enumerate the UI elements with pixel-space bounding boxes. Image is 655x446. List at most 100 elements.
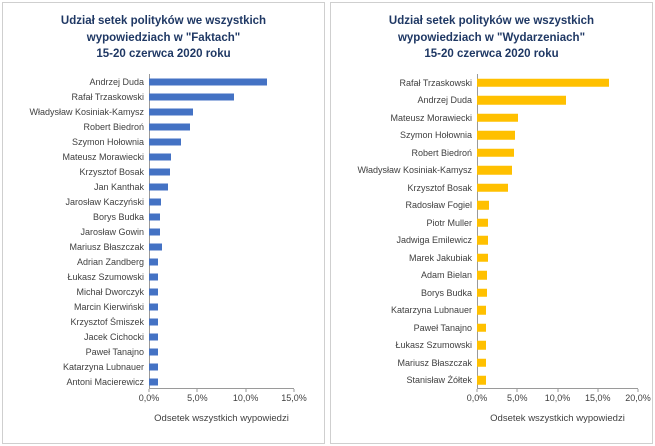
x-tick-mark (476, 389, 478, 393)
category-label: Mariusz Błaszczak (69, 241, 144, 252)
category-label: Borys Budka (420, 287, 472, 298)
category-label: Jacek Cichocki (83, 331, 144, 342)
chart-panel-wydarzenia: Udział setek polityków we wszystkich wyp… (330, 2, 653, 444)
bar-row: Robert Biedroń (7, 119, 294, 134)
bar-row: Stanisław Żółtek (335, 372, 638, 390)
bar (149, 288, 158, 296)
x-tick-mark (637, 389, 639, 393)
bar (149, 198, 161, 206)
bar-row: Piotr Muller (335, 214, 638, 232)
bar-row: Mariusz Błaszczak (335, 354, 638, 372)
bar (477, 166, 513, 175)
bar (149, 228, 160, 236)
bar-row: Łukasz Szumowski (335, 337, 638, 355)
bar-cell (477, 144, 638, 162)
category-label: Jadwiga Emilewicz (396, 235, 472, 246)
category-label: Jarosław Kaczyński (65, 196, 144, 207)
bar (477, 78, 610, 88)
bar-row: Mateusz Morawiecki (7, 149, 294, 164)
category-label: Robert Biedroń (83, 121, 144, 132)
bar-cell (149, 314, 294, 329)
category-label: Robert Biedroń (411, 147, 472, 158)
bar-row: Robert Biedroń (335, 144, 638, 162)
bar (149, 108, 193, 116)
bar (477, 253, 489, 263)
bar-row: Władysław Kosiniak-Kamysz (335, 162, 638, 180)
x-tick-mark (557, 389, 558, 393)
x-tick-label: 10,0% (544, 393, 571, 404)
category-label: Krzysztof Śmiszek (70, 316, 144, 327)
bar-row: Radosław Fogiel (335, 197, 638, 215)
bar-cell (149, 194, 294, 209)
category-label: Marek Jakubiak (408, 252, 472, 263)
category-label: Katarzyna Lubnauer (390, 305, 472, 316)
bar-row: Łukasz Szumowski (7, 269, 294, 284)
bar (149, 78, 267, 86)
bar (149, 318, 158, 326)
category-label: Łukasz Szumowski (67, 271, 144, 282)
bar-row: Rafał Trzaskowski (335, 74, 638, 92)
bar-cell (477, 232, 638, 250)
plot-area: Rafał Trzaskowski Andrzej Duda Mateusz Mor… (335, 74, 651, 437)
bars-area: Rafał Trzaskowski Andrzej Duda Mateusz Mor… (335, 74, 638, 390)
x-tick-label: 10,0% (232, 393, 259, 404)
bar (477, 113, 519, 123)
bar (477, 96, 566, 105)
bar-row: Jan Kanthak (7, 179, 294, 194)
category-label: Adrian Zandberg (76, 256, 144, 267)
bar (149, 123, 190, 131)
bar-cell (149, 239, 294, 254)
category-label: Mateusz Morawiecki (390, 112, 472, 123)
bar-cell (149, 374, 294, 389)
title-line: 15-20 czerwca 2020 roku (424, 48, 559, 61)
category-label: Krzysztof Bosak (407, 182, 472, 193)
category-label: Władysław Kosiniak-Kamysz (29, 106, 144, 117)
bar (477, 271, 488, 280)
bar-row: Rafał Trzaskowski (7, 89, 294, 104)
bar (149, 138, 181, 146)
x-tick-label: 15,0% (584, 393, 611, 404)
category-label: Szymon Hołownia (71, 136, 144, 147)
bar-row: Władysław Kosiniak-Kamysz (7, 104, 294, 119)
bar (149, 183, 169, 191)
bar-cell (149, 254, 294, 269)
bar-cell (149, 74, 294, 89)
bar-cell (477, 372, 638, 390)
bar-row: Jacek Cichocki (7, 329, 294, 344)
bar-row: Andrzej Duda (7, 74, 294, 89)
bar (477, 358, 486, 368)
x-axis-label: Odsetek wszystkich wypowiedzi (154, 413, 289, 425)
bar-cell (477, 354, 638, 372)
bar-cell (149, 179, 294, 194)
title-line: wypowiedziach w "Faktach" (86, 31, 241, 44)
category-label: Mariusz Błaszczak (397, 357, 472, 368)
bar-row: Paweł Tanajno (335, 319, 638, 337)
bar-row: Michał Dworczyk (7, 284, 294, 299)
x-axis-ticks: 0,0% 5,0% 10,0% 15,0% 20,0% (467, 389, 651, 404)
bar-cell (477, 337, 638, 355)
x-tick-mark (148, 389, 150, 393)
bar-row: Szymon Hołownia (335, 127, 638, 145)
bar-row: Katarzyna Lubnauer (7, 359, 294, 374)
bar-row: Paweł Tanajno (7, 344, 294, 359)
category-label: Antoni Macierewicz (66, 376, 144, 387)
bar (149, 363, 158, 371)
bar-row: Krzysztof Bosak (335, 179, 638, 197)
bar-cell (477, 319, 638, 337)
chart-panel-fakty: Udział setek polityków we wszystkich wyp… (2, 2, 325, 444)
bar-row: Borys Budka (7, 209, 294, 224)
title-line: 15-20 czerwca 2020 roku (96, 48, 231, 61)
bar-row: Mariusz Błaszczak (7, 239, 294, 254)
bar-row: Adrian Zandberg (7, 254, 294, 269)
bar-cell (477, 249, 638, 267)
x-tick-label: 0,0% (466, 393, 488, 404)
category-label: Paweł Tanajno (413, 322, 472, 333)
bar-cell (149, 329, 294, 344)
bar (477, 183, 509, 193)
bar (477, 218, 489, 228)
bar-row: Szymon Hołownia (7, 134, 294, 149)
plot-area: Andrzej Duda Rafał Trzaskowski Władysław K… (7, 74, 320, 437)
category-label: Krzysztof Bosak (79, 166, 144, 177)
bar-cell (149, 224, 294, 239)
category-label: Szymon Hołownia (399, 130, 472, 141)
